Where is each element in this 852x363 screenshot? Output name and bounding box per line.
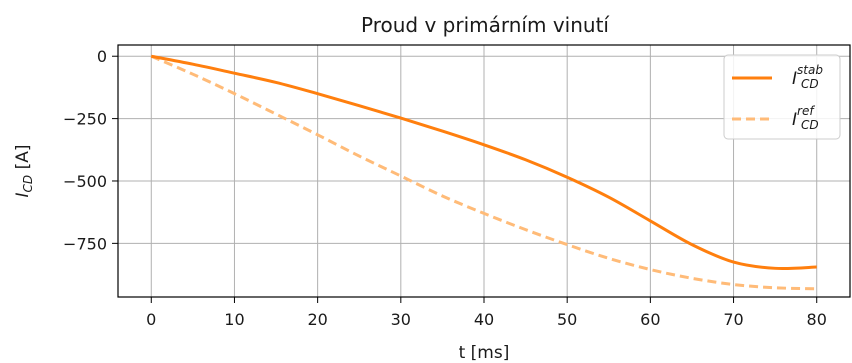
x-tick-label: 30 — [391, 310, 411, 329]
x-tick-label: 50 — [557, 310, 577, 329]
y-axis-label-subscript: CD — [21, 175, 35, 193]
legend: Istab CD Iref CD — [723, 54, 841, 140]
x-tick-label: 60 — [640, 310, 660, 329]
x-tick-label: 0 — [146, 310, 156, 329]
y-axis-label: ICD [A] — [13, 145, 35, 198]
legend-label-stab-superscript: stab — [797, 63, 823, 77]
x-axis-label: t [ms] — [459, 343, 510, 363]
y-tick-label: −500 — [63, 172, 107, 191]
y-axis-label-symbol: I — [13, 192, 33, 197]
legend-label-ref-symbol: I — [792, 110, 797, 130]
legend-label-stab: Istab CD — [792, 63, 823, 91]
axis-ticks: 0 10 20 30 40 50 60 70 80 0 −250 −500 −750 — [63, 47, 827, 329]
series-line-ref — [150, 54, 817, 291]
chart-title: Proud v primárním vinutí — [361, 13, 610, 37]
legend-label-stab-subscript: CD — [801, 77, 819, 91]
y-tick-label: −250 — [63, 110, 107, 129]
y-axis-label-unit: [A] — [13, 145, 33, 175]
series-line-stab — [150, 54, 817, 271]
x-tick-label: 10 — [224, 310, 244, 329]
legend-label-ref-superscript: ref — [797, 104, 815, 118]
y-tick-label: 0 — [97, 47, 107, 66]
x-tick-label: 80 — [807, 310, 827, 329]
x-tick-label: 70 — [723, 310, 743, 329]
y-tick-label: −750 — [63, 234, 107, 253]
plot-series — [150, 54, 817, 291]
legend-label-ref-subscript: CD — [801, 118, 819, 132]
x-tick-label: 20 — [307, 310, 327, 329]
legend-label-stab-symbol: I — [792, 69, 797, 89]
legend-label-ref: Iref CD — [792, 104, 819, 132]
x-tick-label: 40 — [474, 310, 494, 329]
